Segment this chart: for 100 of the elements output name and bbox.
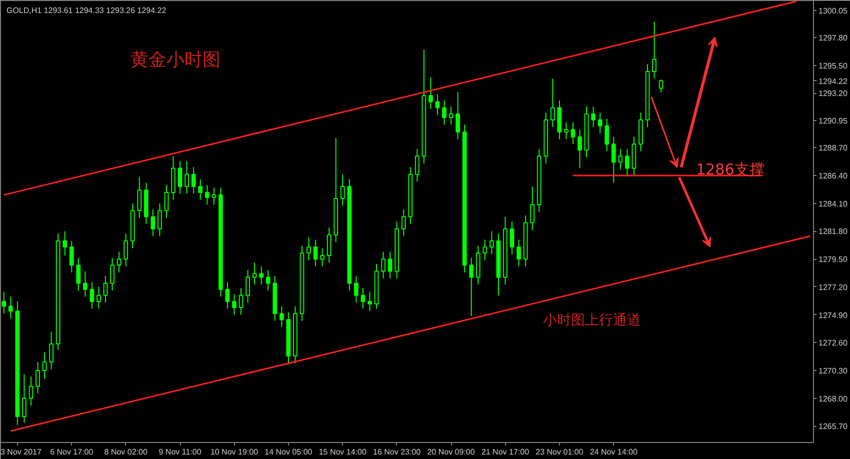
candlestick <box>164 184 169 218</box>
candlestick <box>212 187 216 206</box>
candlestick <box>570 122 576 145</box>
candlestick <box>360 288 366 310</box>
candlestick <box>184 160 190 194</box>
annotation: 黄金小时图 <box>130 50 221 71</box>
y-tick-label: 1281.80 <box>818 227 848 236</box>
candlestick <box>456 92 460 140</box>
candlestick <box>96 286 101 310</box>
x-tick-label: 23 Nov 01:00 <box>536 448 584 456</box>
candlestick <box>591 106 596 128</box>
candlestick <box>22 374 26 424</box>
candlestick <box>313 239 318 267</box>
x-tick-label: 9 Nov 11:00 <box>158 448 202 456</box>
candlestick <box>550 78 555 128</box>
candlestick <box>259 266 264 286</box>
y-tick-label: 1294.22 <box>818 76 848 86</box>
candlestick <box>320 248 325 267</box>
annotation: 1286支撑 <box>696 160 764 178</box>
y-tick-label: 1272.60 <box>818 338 848 348</box>
candlestick <box>36 361 40 394</box>
candlestick <box>225 282 230 310</box>
candlestick <box>326 227 332 264</box>
y-tick-label: 1290.95 <box>818 116 848 126</box>
candlestick <box>469 257 474 316</box>
candlestick <box>510 221 514 255</box>
x-tick-label: 20 Nov 09:00 <box>427 448 476 456</box>
y-tick-label: 1265.70 <box>818 422 848 432</box>
text: GOLD,H1 1293.61 1294.33 1293.26 1294.22 <box>6 6 167 15</box>
y-tick-label: 1300.05 <box>818 6 848 16</box>
candlestick <box>124 233 128 267</box>
y-tick-label: 1270.30 <box>818 366 848 376</box>
candlestick <box>442 100 446 126</box>
y-tick-label: 1293.20 <box>818 89 848 98</box>
candlestick <box>232 294 236 316</box>
candlestick <box>69 240 74 273</box>
candlestick <box>530 186 535 231</box>
candlestick <box>482 239 488 261</box>
candlestick <box>611 136 616 184</box>
candlestick <box>103 276 108 304</box>
y-tick-label: 1274.90 <box>818 310 848 320</box>
candlestick <box>76 257 81 292</box>
candlestick <box>564 122 568 140</box>
x-tick-label: 21 Nov 17:00 <box>481 448 530 456</box>
y-tick-label: 1286.40 <box>818 172 848 181</box>
candlestick <box>137 176 142 218</box>
candlestick <box>652 21 656 80</box>
x-tick-label: 24 Nov 14:00 <box>590 448 638 456</box>
y-tick-label: 1297.80 <box>818 34 848 43</box>
y-tick-label: 1295.50 <box>818 61 848 70</box>
y-tick-label: 1279.50 <box>818 255 848 264</box>
x-tick-label: 10 Nov 19:00 <box>210 448 259 456</box>
candlestick <box>618 148 623 170</box>
candlestick <box>401 208 406 237</box>
candlestick <box>448 106 454 126</box>
candlestick <box>489 230 494 255</box>
x-tick-label: 3 Nov 2017 <box>0 448 42 456</box>
candlestick <box>110 257 114 292</box>
candlestick <box>340 174 345 206</box>
candlestick <box>279 306 284 328</box>
candlestick <box>82 270 88 298</box>
candlestick <box>204 184 210 206</box>
y-tick-label: 1284.10 <box>818 199 848 208</box>
candlestick <box>598 112 602 134</box>
candlestick <box>604 118 610 152</box>
candlestick <box>238 288 244 316</box>
candlestick <box>624 148 630 176</box>
candlestick <box>42 352 47 380</box>
candlestick <box>354 276 358 304</box>
candlestick <box>388 251 392 279</box>
candlestick <box>578 129 582 169</box>
candlestick <box>90 282 94 310</box>
candlestick <box>178 160 182 194</box>
x-tick-label: 8 Nov 02:00 <box>104 448 148 456</box>
candlestick <box>658 79 664 94</box>
candlestick <box>246 269 250 304</box>
candlestick <box>381 251 386 279</box>
candlestick <box>191 166 196 194</box>
y-tick-label: 1288.70 <box>818 144 848 153</box>
y-tick-label: 1268.00 <box>818 394 848 404</box>
candlestick <box>8 296 13 319</box>
candlestick <box>28 376 34 406</box>
candlestick <box>198 178 203 200</box>
candlestick <box>2 291 6 314</box>
candlestick <box>252 262 257 286</box>
candlestick <box>435 94 440 116</box>
x-tick-label: 14 Nov 05:00 <box>264 448 313 456</box>
candlestick <box>158 202 162 237</box>
candlestick <box>62 230 68 256</box>
candlestick <box>150 208 156 237</box>
x-tick-label: 16 Nov 23:00 <box>373 448 422 456</box>
y-tick-label: 1277.20 <box>818 282 848 292</box>
candlestick <box>368 291 372 312</box>
candlestick <box>49 331 54 370</box>
candlestick <box>306 236 311 261</box>
candlestick <box>516 239 521 267</box>
candlestick <box>266 269 270 292</box>
annotation: 小时图上行通道 <box>542 312 641 328</box>
candlestick <box>428 76 433 110</box>
x-tick-label: 6 Nov 17:00 <box>50 448 94 456</box>
